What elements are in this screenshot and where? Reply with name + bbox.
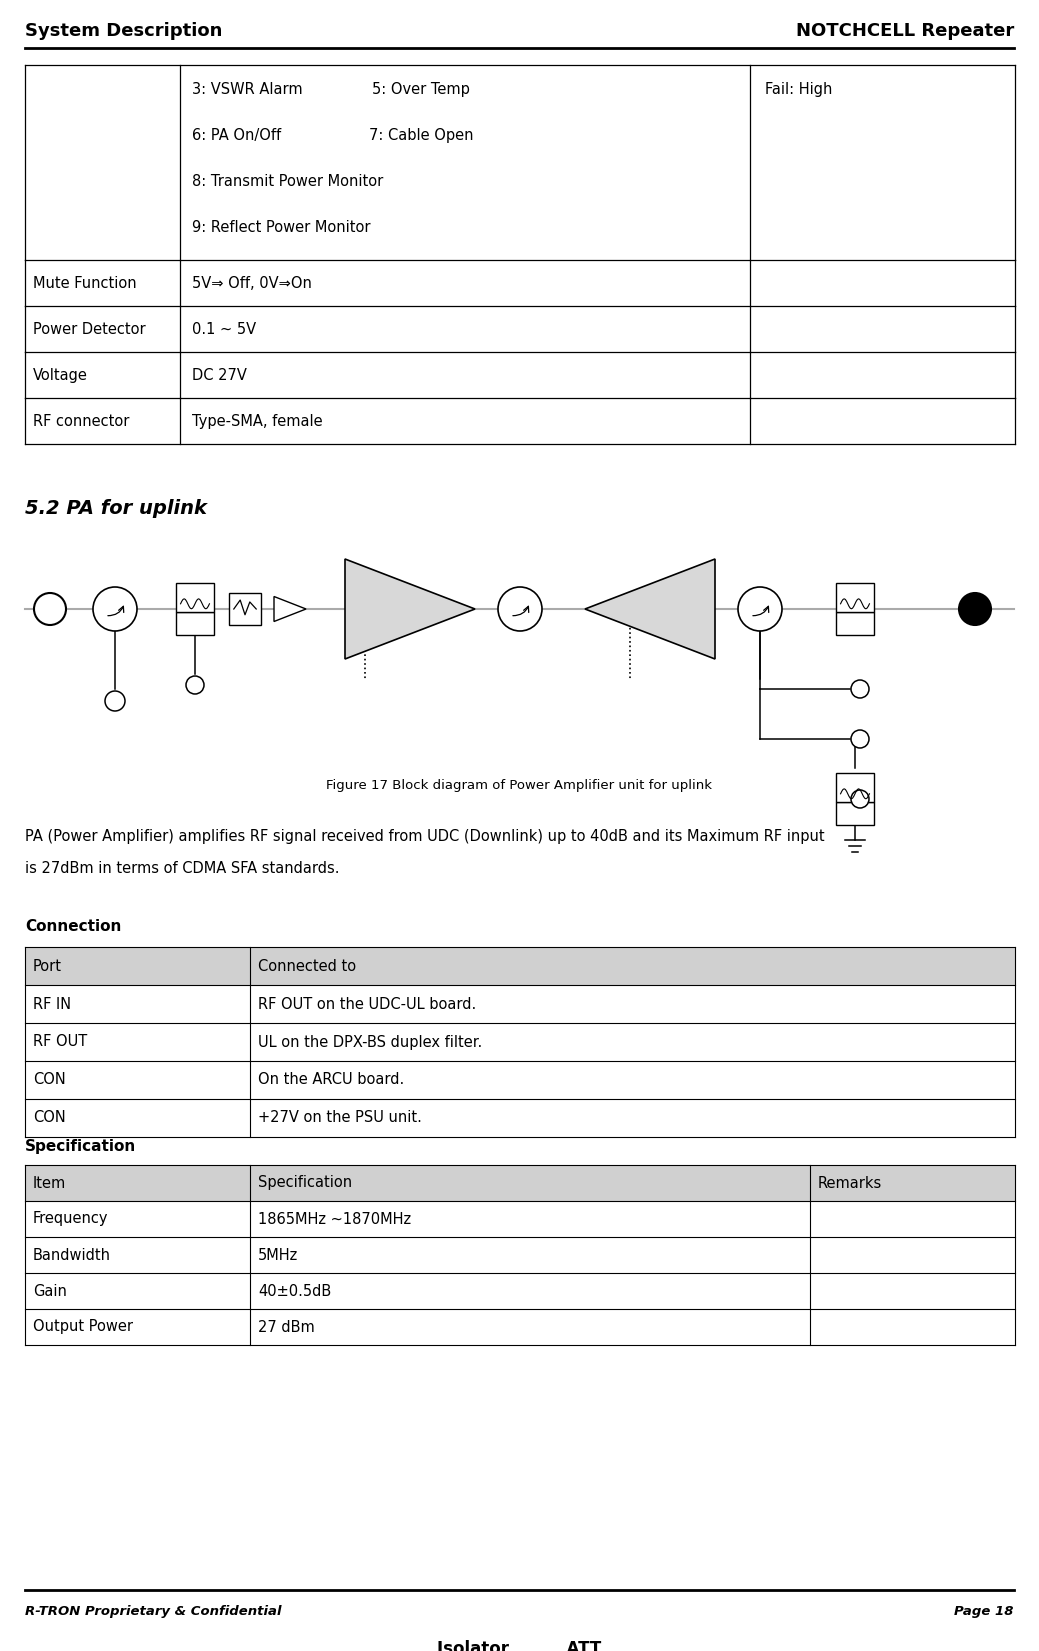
Bar [25, 1166, 1015, 1200]
Text: Mute Function: Mute Function [33, 276, 136, 291]
Text: Specification: Specification [258, 1176, 352, 1190]
Polygon shape [585, 560, 715, 659]
Text: Port: Port [33, 959, 62, 974]
Text: RF IN: RF IN [33, 997, 71, 1012]
Circle shape [738, 588, 782, 631]
Text: 8: Transmit Power Monitor: 8: Transmit Power Monitor [192, 173, 383, 188]
Circle shape [851, 789, 869, 807]
Circle shape [94, 588, 137, 631]
Text: Figure 17 Block diagram of Power Amplifier unit for uplink: Figure 17 Block diagram of Power Amplifi… [326, 779, 713, 792]
Text: 5V⇒ Off, 0V⇒On: 5V⇒ Off, 0V⇒On [192, 276, 312, 291]
Text: System Description: System Description [25, 21, 222, 40]
Text: Fail: High: Fail: High [765, 81, 832, 96]
Text: is 27dBm in terms of CDMA SFA standards.: is 27dBm in terms of CDMA SFA standards. [25, 862, 340, 877]
Text: RF connector: RF connector [33, 413, 130, 429]
Circle shape [186, 675, 204, 693]
Text: 5.2 PA for uplink: 5.2 PA for uplink [25, 499, 207, 518]
Text: CON: CON [33, 1111, 65, 1126]
Text: Gain: Gain [33, 1283, 66, 1298]
Bar [836, 611, 874, 636]
Circle shape [498, 588, 542, 631]
Text: 27 dBm: 27 dBm [258, 1319, 315, 1334]
Circle shape [851, 730, 869, 748]
Text: RF OUT on the UDC-UL board.: RF OUT on the UDC-UL board. [258, 997, 476, 1012]
Text: Remarks: Remarks [818, 1176, 882, 1190]
Bar [229, 593, 261, 626]
Bar [836, 773, 874, 802]
Circle shape [105, 692, 125, 712]
Text: Connection: Connection [25, 920, 122, 934]
Text: UL on the DPX-BS duplex filter.: UL on the DPX-BS duplex filter. [258, 1035, 482, 1050]
Text: RF OUT: RF OUT [33, 1035, 87, 1050]
Text: Isolator          ATT: Isolator ATT [437, 1639, 602, 1651]
Text: Connected to: Connected to [258, 959, 356, 974]
Text: Voltage: Voltage [33, 368, 88, 383]
Text: NOTCHCELL Repeater: NOTCHCELL Repeater [796, 21, 1014, 40]
Bar [836, 802, 874, 826]
Text: 3: VSWR Alarm               5: Over Temp: 3: VSWR Alarm 5: Over Temp [192, 81, 470, 96]
Text: 40±0.5dB: 40±0.5dB [258, 1283, 331, 1298]
Text: 1865MHz ~1870MHz: 1865MHz ~1870MHz [258, 1212, 411, 1227]
Text: Frequency: Frequency [33, 1212, 108, 1227]
Text: 0.1 ~ 5V: 0.1 ~ 5V [192, 322, 257, 337]
Polygon shape [345, 560, 475, 659]
Circle shape [34, 593, 66, 626]
Text: 5MHz: 5MHz [258, 1248, 298, 1263]
Polygon shape [274, 596, 307, 621]
Bar [25, 948, 1015, 986]
Text: Specification: Specification [25, 1139, 136, 1154]
Text: Output Power: Output Power [33, 1319, 133, 1334]
Text: 6: PA On/Off                   7: Cable Open: 6: PA On/Off 7: Cable Open [192, 127, 474, 142]
Text: PA (Power Amplifier) amplifies RF signal received from UDC (Downlink) up to 40dB: PA (Power Amplifier) amplifies RF signal… [25, 829, 825, 844]
Circle shape [959, 593, 991, 626]
Bar [176, 583, 214, 611]
Text: 9: Reflect Power Monitor: 9: Reflect Power Monitor [192, 220, 371, 234]
Text: R-TRON Proprietary & Confidential: R-TRON Proprietary & Confidential [25, 1605, 282, 1618]
Text: DC 27V: DC 27V [192, 368, 247, 383]
Text: Type-SMA, female: Type-SMA, female [192, 413, 323, 429]
Text: Bandwidth: Bandwidth [33, 1248, 111, 1263]
Text: +27V on the PSU unit.: +27V on the PSU unit. [258, 1111, 422, 1126]
Bar [176, 611, 214, 636]
Circle shape [851, 680, 869, 698]
Text: CON: CON [33, 1073, 65, 1088]
Text: On the ARCU board.: On the ARCU board. [258, 1073, 404, 1088]
Text: Item: Item [33, 1176, 66, 1190]
Bar [836, 583, 874, 611]
Text: Page 18: Page 18 [955, 1605, 1014, 1618]
Text: Power Detector: Power Detector [33, 322, 145, 337]
